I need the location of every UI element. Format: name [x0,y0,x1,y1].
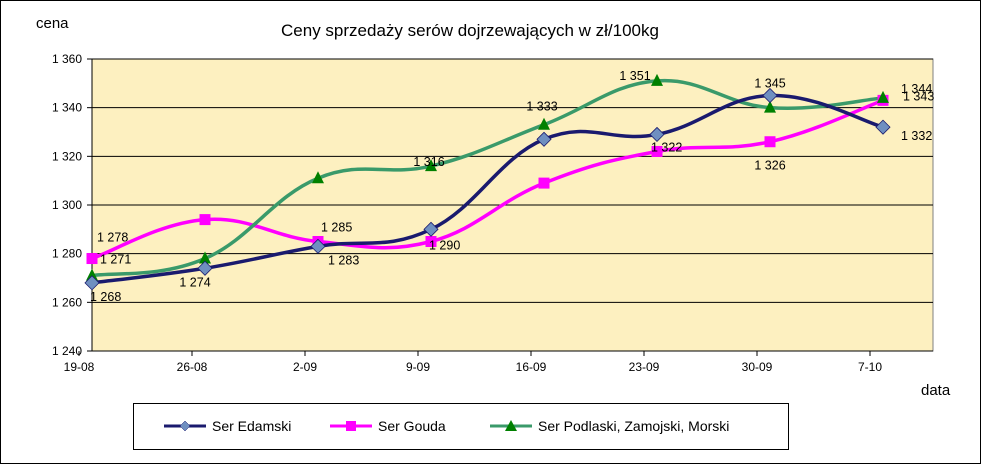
data-label: 1 278 [97,231,128,245]
data-point [649,126,665,142]
x-axis-label: data [921,382,951,399]
y-tick-label: 1 360 [52,52,82,66]
legend-item-podlaski: Ser Podlaski, Zamojski, Morski [490,416,729,436]
x-tick-label: 19-08 [64,360,95,374]
legend-label-edamski: Ser Edamski [212,418,292,434]
data-point [764,100,776,113]
data-label: 1 271 [100,253,131,267]
data-point [762,87,778,104]
data-point [536,131,552,147]
x-tick-label: 2-09 [293,360,317,374]
legend-swatch-gouda [330,421,372,431]
data-point [86,253,98,265]
data-label: 1 283 [328,253,359,267]
data-point [651,73,663,86]
legend: Ser Edamski Ser Gouda Ser Podlaski, Zamo… [133,403,789,450]
data-point [86,268,98,281]
data-point [197,260,213,276]
data-label: 1 326 [754,159,785,173]
y-tick-label: 1 320 [52,149,82,163]
data-label: 1 268 [90,290,121,304]
data-label: 1 333 [526,100,557,114]
x-tick-label: 16-09 [516,360,547,374]
data-point [425,236,437,247]
y-tick-label: 1 260 [52,295,82,309]
legend-swatch-edamski [164,420,206,432]
data-label: 1 322 [651,140,682,154]
data-label: 1 332 [901,129,932,143]
data-label: 1 316 [413,155,444,169]
data-label: 1 290 [429,238,460,252]
data-point [877,90,889,103]
data-point [199,251,211,264]
data-label: 1 285 [321,221,352,235]
data-point [764,136,776,148]
data-label: 1 343 [903,89,934,103]
data-point [199,214,211,226]
x-tick-label: 26-08 [177,360,208,374]
series-line [91,98,884,261]
y-tick-label: 1 340 [52,101,82,115]
legend-label-podlaski: Ser Podlaski, Zamojski, Morski [538,418,730,434]
y-tick-label: 1 240 [52,344,82,358]
data-label: 1 351 [619,69,650,83]
data-point [423,221,439,237]
x-tick-label: 7-10 [858,360,882,374]
legend-item-gouda: Ser Gouda [330,416,446,436]
data-label: 1 274 [179,275,210,289]
y-tick-label: 1 300 [52,198,82,212]
y-axis-label: cena [36,15,69,32]
data-point [425,159,437,172]
x-tick-label: 23-09 [629,360,660,374]
y-tick-label: 1 280 [52,247,82,261]
legend-label-gouda: Ser Gouda [378,418,446,434]
chart-title: Ceny sprzedaży serów dojrzewających w zł… [281,21,659,40]
data-label: 1 344 [901,82,932,96]
data-point [538,117,550,130]
legend-item-edamski: Ser Edamski [164,416,291,436]
legend-swatch-podlaski [490,420,532,431]
x-tick-label: 9-09 [406,360,430,374]
data-point [651,145,663,157]
x-tick-label: 30-09 [742,360,773,374]
series-line [91,78,884,278]
data-label: 1 345 [754,77,785,91]
data-point [875,119,891,135]
data-point [84,275,100,291]
series-line [91,93,884,285]
data-point [310,238,326,254]
data-point [312,171,324,184]
data-point [538,177,550,189]
